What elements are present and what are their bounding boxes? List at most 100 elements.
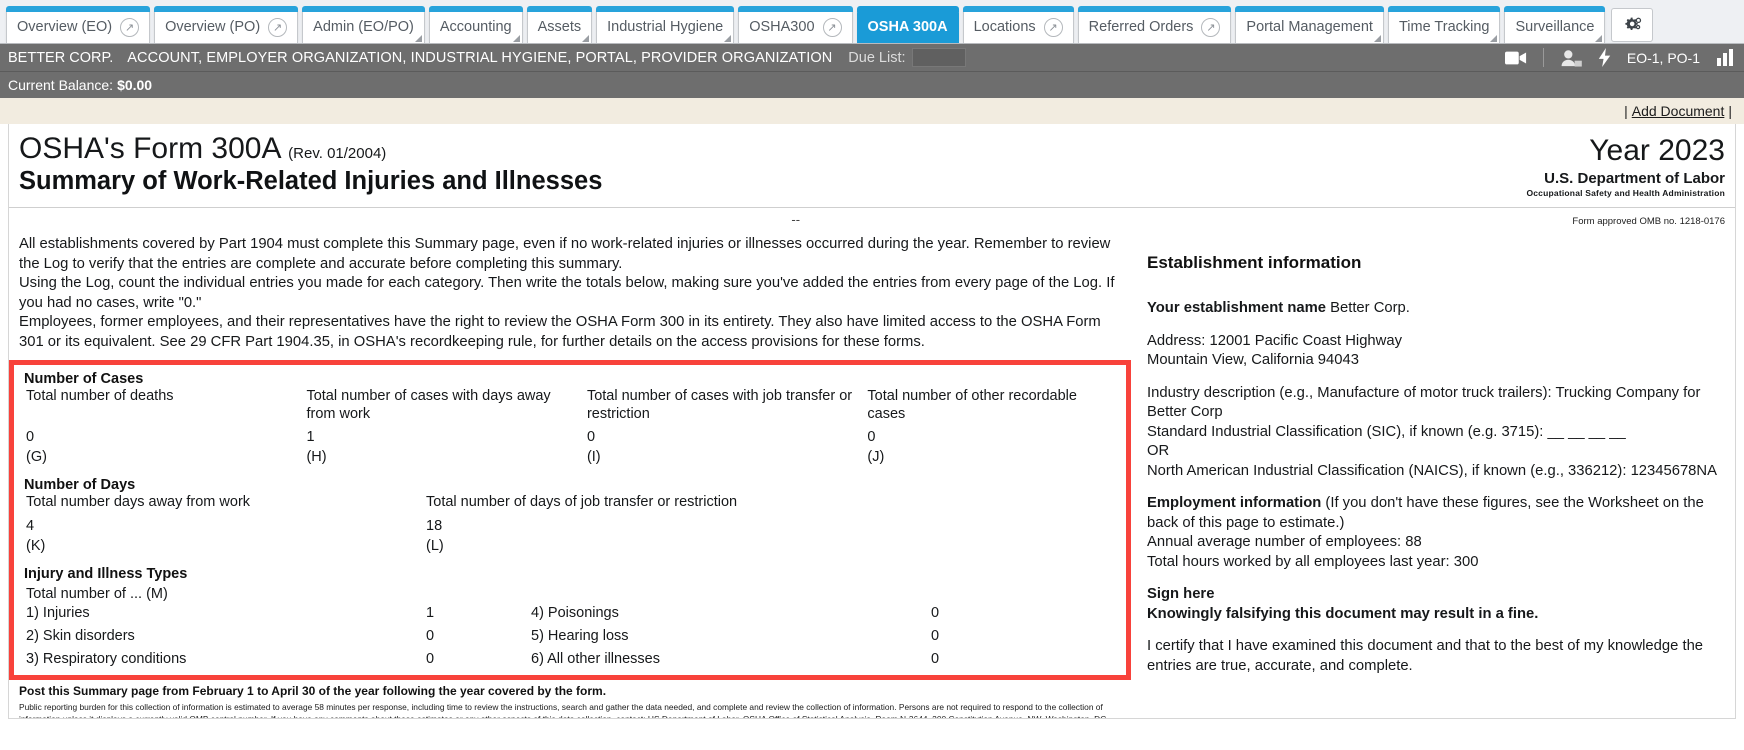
spacer [1147, 371, 1723, 384]
header-icons: EO-1, PO-1 [1489, 48, 1736, 67]
days-value-k[interactable]: 4 [26, 517, 35, 534]
divider [1542, 48, 1544, 67]
org-badge[interactable]: EO-1, PO-1 [1626, 49, 1700, 66]
chevron-down-icon[interactable] [1490, 35, 1498, 42]
external-link-icon[interactable]: ↗ [1043, 17, 1063, 37]
establishment-name-value[interactable]: Better Corp. [1330, 300, 1410, 316]
lightning-bolt-icon[interactable] [1598, 48, 1611, 67]
tab-bar: Overview (EO) ↗ Overview (PO) ↗ Admin (E… [0, 0, 1744, 44]
falsify-warning: Knowingly falsifying this document may r… [1147, 605, 1539, 622]
tab-surveillance[interactable]: Surveillance [1504, 6, 1606, 43]
tab-locations[interactable]: Locations ↗ [962, 6, 1074, 43]
injury-label-6: 6) All other illnesses [531, 650, 660, 667]
days-column-l: Total number of days of job transfer or … [426, 493, 926, 553]
pipe-left: | [1624, 103, 1628, 119]
due-list-input[interactable] [911, 48, 966, 67]
days-label-l: Total number of days of job transfer or … [426, 494, 738, 511]
cases-label-g: Total number of deaths [26, 388, 174, 405]
table-row: 3) Respiratory conditions 0 6) All other… [26, 648, 1126, 671]
tab-osha300[interactable]: OSHA300 ↗ [738, 6, 853, 43]
tab-overview-po[interactable]: Overview (PO) ↗ [154, 6, 299, 43]
external-link-icon[interactable]: ↗ [268, 17, 288, 37]
injury-value-3[interactable]: 0 [426, 650, 435, 667]
table-row: 2) Skin disorders 0 5) Hearing loss 0 [26, 625, 1126, 648]
company-name: BETTER CORP. [8, 49, 114, 66]
burden-statement: Public reporting burden for this collect… [19, 702, 1106, 718]
injury-types-table: Total number of ... (M) 1) Injuries 1 4)… [14, 586, 1126, 672]
add-document-link[interactable]: Add Document [1631, 103, 1725, 119]
establishment-title: Establishment information [1147, 253, 1362, 272]
injury-types-heading: Injury and Illness Types [24, 565, 188, 582]
tab-overview-eo[interactable]: Overview (EO) ↗ [6, 6, 151, 43]
sign-here-label: Sign here [1147, 586, 1215, 603]
tab-label: Industrial Hygiene [607, 18, 724, 35]
tab-osha-300a[interactable]: OSHA 300A [856, 6, 959, 43]
cases-value-i[interactable]: 0 [586, 429, 596, 446]
spacer [1147, 481, 1723, 494]
cases-label-i: Total number of cases with job transfer … [586, 388, 853, 423]
tab-industrial-hygiene[interactable]: Industrial Hygiene [596, 6, 735, 43]
days-label-k: Total number days away from work [26, 494, 251, 511]
injury-value-5[interactable]: 0 [931, 627, 940, 644]
chevron-down-icon[interactable] [724, 35, 732, 42]
chevron-down-icon[interactable] [414, 35, 422, 42]
establishment-name-row: Your establishment name Better Corp. [1147, 299, 1723, 319]
tab-label: Overview (EO) [17, 18, 113, 35]
tab-accounting[interactable]: Accounting [428, 6, 523, 43]
establishment-panel: Establishment information Your establish… [1131, 229, 1735, 718]
cases-value-j[interactable]: 0 [867, 429, 876, 446]
injury-value-4[interactable]: 0 [931, 604, 940, 621]
pipe-right: | [1728, 103, 1732, 119]
chevron-down-icon[interactable] [1595, 35, 1603, 42]
tab-label: Surveillance [1515, 18, 1595, 35]
tab-label: Admin (EO/PO) [313, 18, 414, 35]
certification-statement: I certify that I have examined this docu… [1147, 638, 1704, 674]
cases-label-h: Total number of cases with days away fro… [306, 388, 551, 423]
gear-icon [1625, 17, 1642, 30]
days-value-l[interactable]: 18 [426, 517, 443, 534]
cases-value-h[interactable]: 1 [306, 429, 315, 446]
tab-label: Portal Management [1246, 18, 1373, 35]
external-link-icon[interactable]: ↗ [822, 17, 842, 37]
form-year: Year 2023 [1589, 134, 1725, 167]
tab-time-tracking[interactable]: Time Tracking [1387, 6, 1501, 43]
bar-chart-icon[interactable] [1716, 49, 1736, 66]
balance-bar: Current Balance: $0.00 [0, 72, 1744, 98]
injury-label-4: 4) Poisonings [531, 604, 619, 621]
chevron-down-icon[interactable] [582, 35, 590, 42]
department-label: U.S. Department of Labor [1544, 170, 1725, 187]
omb-row: -- Form approved OMB no. 1218-0176 [9, 208, 1735, 229]
external-link-icon[interactable]: ↗ [120, 17, 140, 37]
chevron-down-icon[interactable] [1373, 35, 1381, 42]
injury-label-2: 2) Skin disorders [26, 627, 135, 644]
tab-referred-orders[interactable]: Referred Orders ↗ [1077, 6, 1232, 43]
video-camera-icon[interactable] [1504, 50, 1527, 66]
chevron-down-icon[interactable] [512, 35, 520, 42]
tab-assets[interactable]: Assets [526, 6, 593, 43]
form-intro: All establishments covered by Part 1904 … [9, 229, 1131, 352]
injury-value-1[interactable]: 1 [426, 604, 435, 621]
employment-information-row: Employment information (If you don't hav… [1147, 494, 1723, 533]
tab-admin-eo-po[interactable]: Admin (EO/PO) [302, 6, 425, 43]
tab-label: Accounting [439, 18, 512, 35]
osha-300a-form: OSHA's Form 300A (Rev. 01/2004) Summary … [8, 124, 1736, 719]
form-subtitle: Summary of Work-Related Injuries and Ill… [19, 166, 603, 195]
cases-column-i: Total number of cases with job transfer … [587, 387, 867, 465]
settings-gear-button[interactable] [1611, 8, 1654, 42]
injury-value-6[interactable]: 0 [931, 650, 940, 667]
add-user-icon[interactable] [1560, 49, 1582, 67]
tab-portal-management[interactable]: Portal Management [1235, 6, 1384, 43]
injury-value-2[interactable]: 0 [426, 627, 435, 644]
dash-mark: -- [791, 212, 801, 227]
injury-label-1: 1) Injuries [26, 604, 90, 621]
summary-totals-box: Number of Cases Total number of deaths 0… [9, 360, 1131, 681]
industry-description: Industry description (e.g., Manufacture … [1147, 384, 1701, 421]
tab-label: OSHA 300A [867, 18, 948, 35]
external-link-icon[interactable]: ↗ [1201, 17, 1221, 37]
intro-paragraph-3: Employees, former employees, and their r… [19, 314, 1101, 350]
form-header-right: Year 2023 U.S. Department of Labor Occup… [1526, 132, 1725, 198]
post-instructions: Post this Summary page from February 1 t… [19, 684, 607, 699]
form-title-text: OSHA's Form 300A [19, 132, 280, 165]
roles-list: ACCOUNT, EMPLOYER ORGANIZATION, INDUSTRI… [127, 49, 833, 66]
cases-value-g[interactable]: 0 [26, 429, 35, 446]
